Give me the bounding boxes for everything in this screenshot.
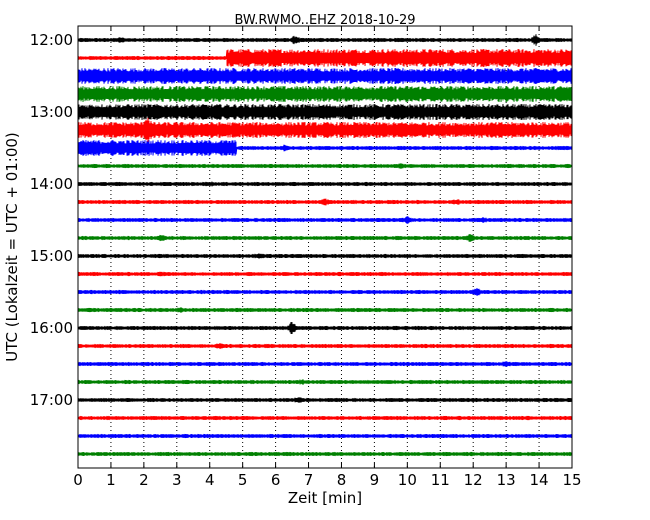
x-tick-label: 2 — [139, 471, 149, 489]
trace-1200 — [77, 34, 573, 46]
trace-1700 — [77, 397, 573, 403]
trace-1615 — [77, 343, 573, 349]
trace-1415 — [77, 198, 573, 206]
x-tick-label: 6 — [271, 471, 281, 489]
y-tick-label: 14:00 — [30, 175, 73, 193]
trace-1445 — [77, 234, 573, 242]
trace-1430 — [77, 216, 573, 224]
trace-1500 — [77, 253, 573, 259]
x-tick-label: 3 — [172, 471, 182, 489]
x-tick-label: 15 — [562, 471, 581, 489]
trace-1515 — [77, 271, 573, 277]
x-tick-label: 9 — [370, 471, 380, 489]
x-axis-label: Zeit [min] — [288, 489, 362, 507]
trace-1745 — [77, 451, 573, 457]
trace-1730 — [77, 433, 573, 439]
x-tick-label: 5 — [238, 471, 248, 489]
x-tick-label: 13 — [497, 471, 516, 489]
x-tick-label: 10 — [398, 471, 417, 489]
trace-1315 — [77, 117, 573, 143]
x-tick-label: 4 — [205, 471, 215, 489]
x-tick-label: 12 — [464, 471, 483, 489]
trace-1600 — [77, 322, 573, 334]
x-tick-label: 0 — [73, 471, 83, 489]
trace-1630 — [77, 361, 573, 367]
y-tick-label: 16:00 — [30, 319, 73, 337]
x-tick-label: 7 — [304, 471, 314, 489]
trace-1330 — [77, 139, 573, 157]
trace-1530 — [77, 288, 573, 296]
x-tick-label: 14 — [530, 471, 549, 489]
trace-1400 — [77, 181, 573, 187]
chart-title: BW.RWMO..EHZ 2018-10-29 — [234, 13, 415, 28]
trace-1215 — [77, 48, 573, 68]
trace-1645 — [77, 379, 573, 385]
y-tick-label: 15:00 — [30, 247, 73, 265]
trace-1545 — [77, 307, 573, 313]
y-tick-label: 13:00 — [30, 103, 73, 121]
y-tick-label: 12:00 — [30, 31, 73, 49]
trace-lines — [77, 34, 573, 457]
x-tick-label: 1 — [106, 471, 116, 489]
plot-frame — [77, 25, 573, 469]
trace-1300 — [77, 103, 573, 121]
trace-1230 — [77, 67, 573, 85]
trace-1345 — [77, 163, 573, 169]
y-axis-label: UTC (Lokalzeit = UTC + 01:00) — [3, 132, 21, 362]
trace-1715 — [77, 415, 573, 421]
x-axis-ticks: 0 1 2 3 4 5 6 7 8 9 10 11 12 13 14 15 — [73, 26, 582, 489]
x-tick-label: 8 — [337, 471, 347, 489]
vertical-gridlines — [110, 26, 540, 468]
x-tick-label: 11 — [431, 471, 450, 489]
trace-1245 — [77, 85, 573, 103]
y-tick-label: 17:00 — [30, 391, 73, 409]
y-axis-ticks: 12:00 13:00 14:00 15:00 16:00 17:00 — [30, 31, 572, 409]
